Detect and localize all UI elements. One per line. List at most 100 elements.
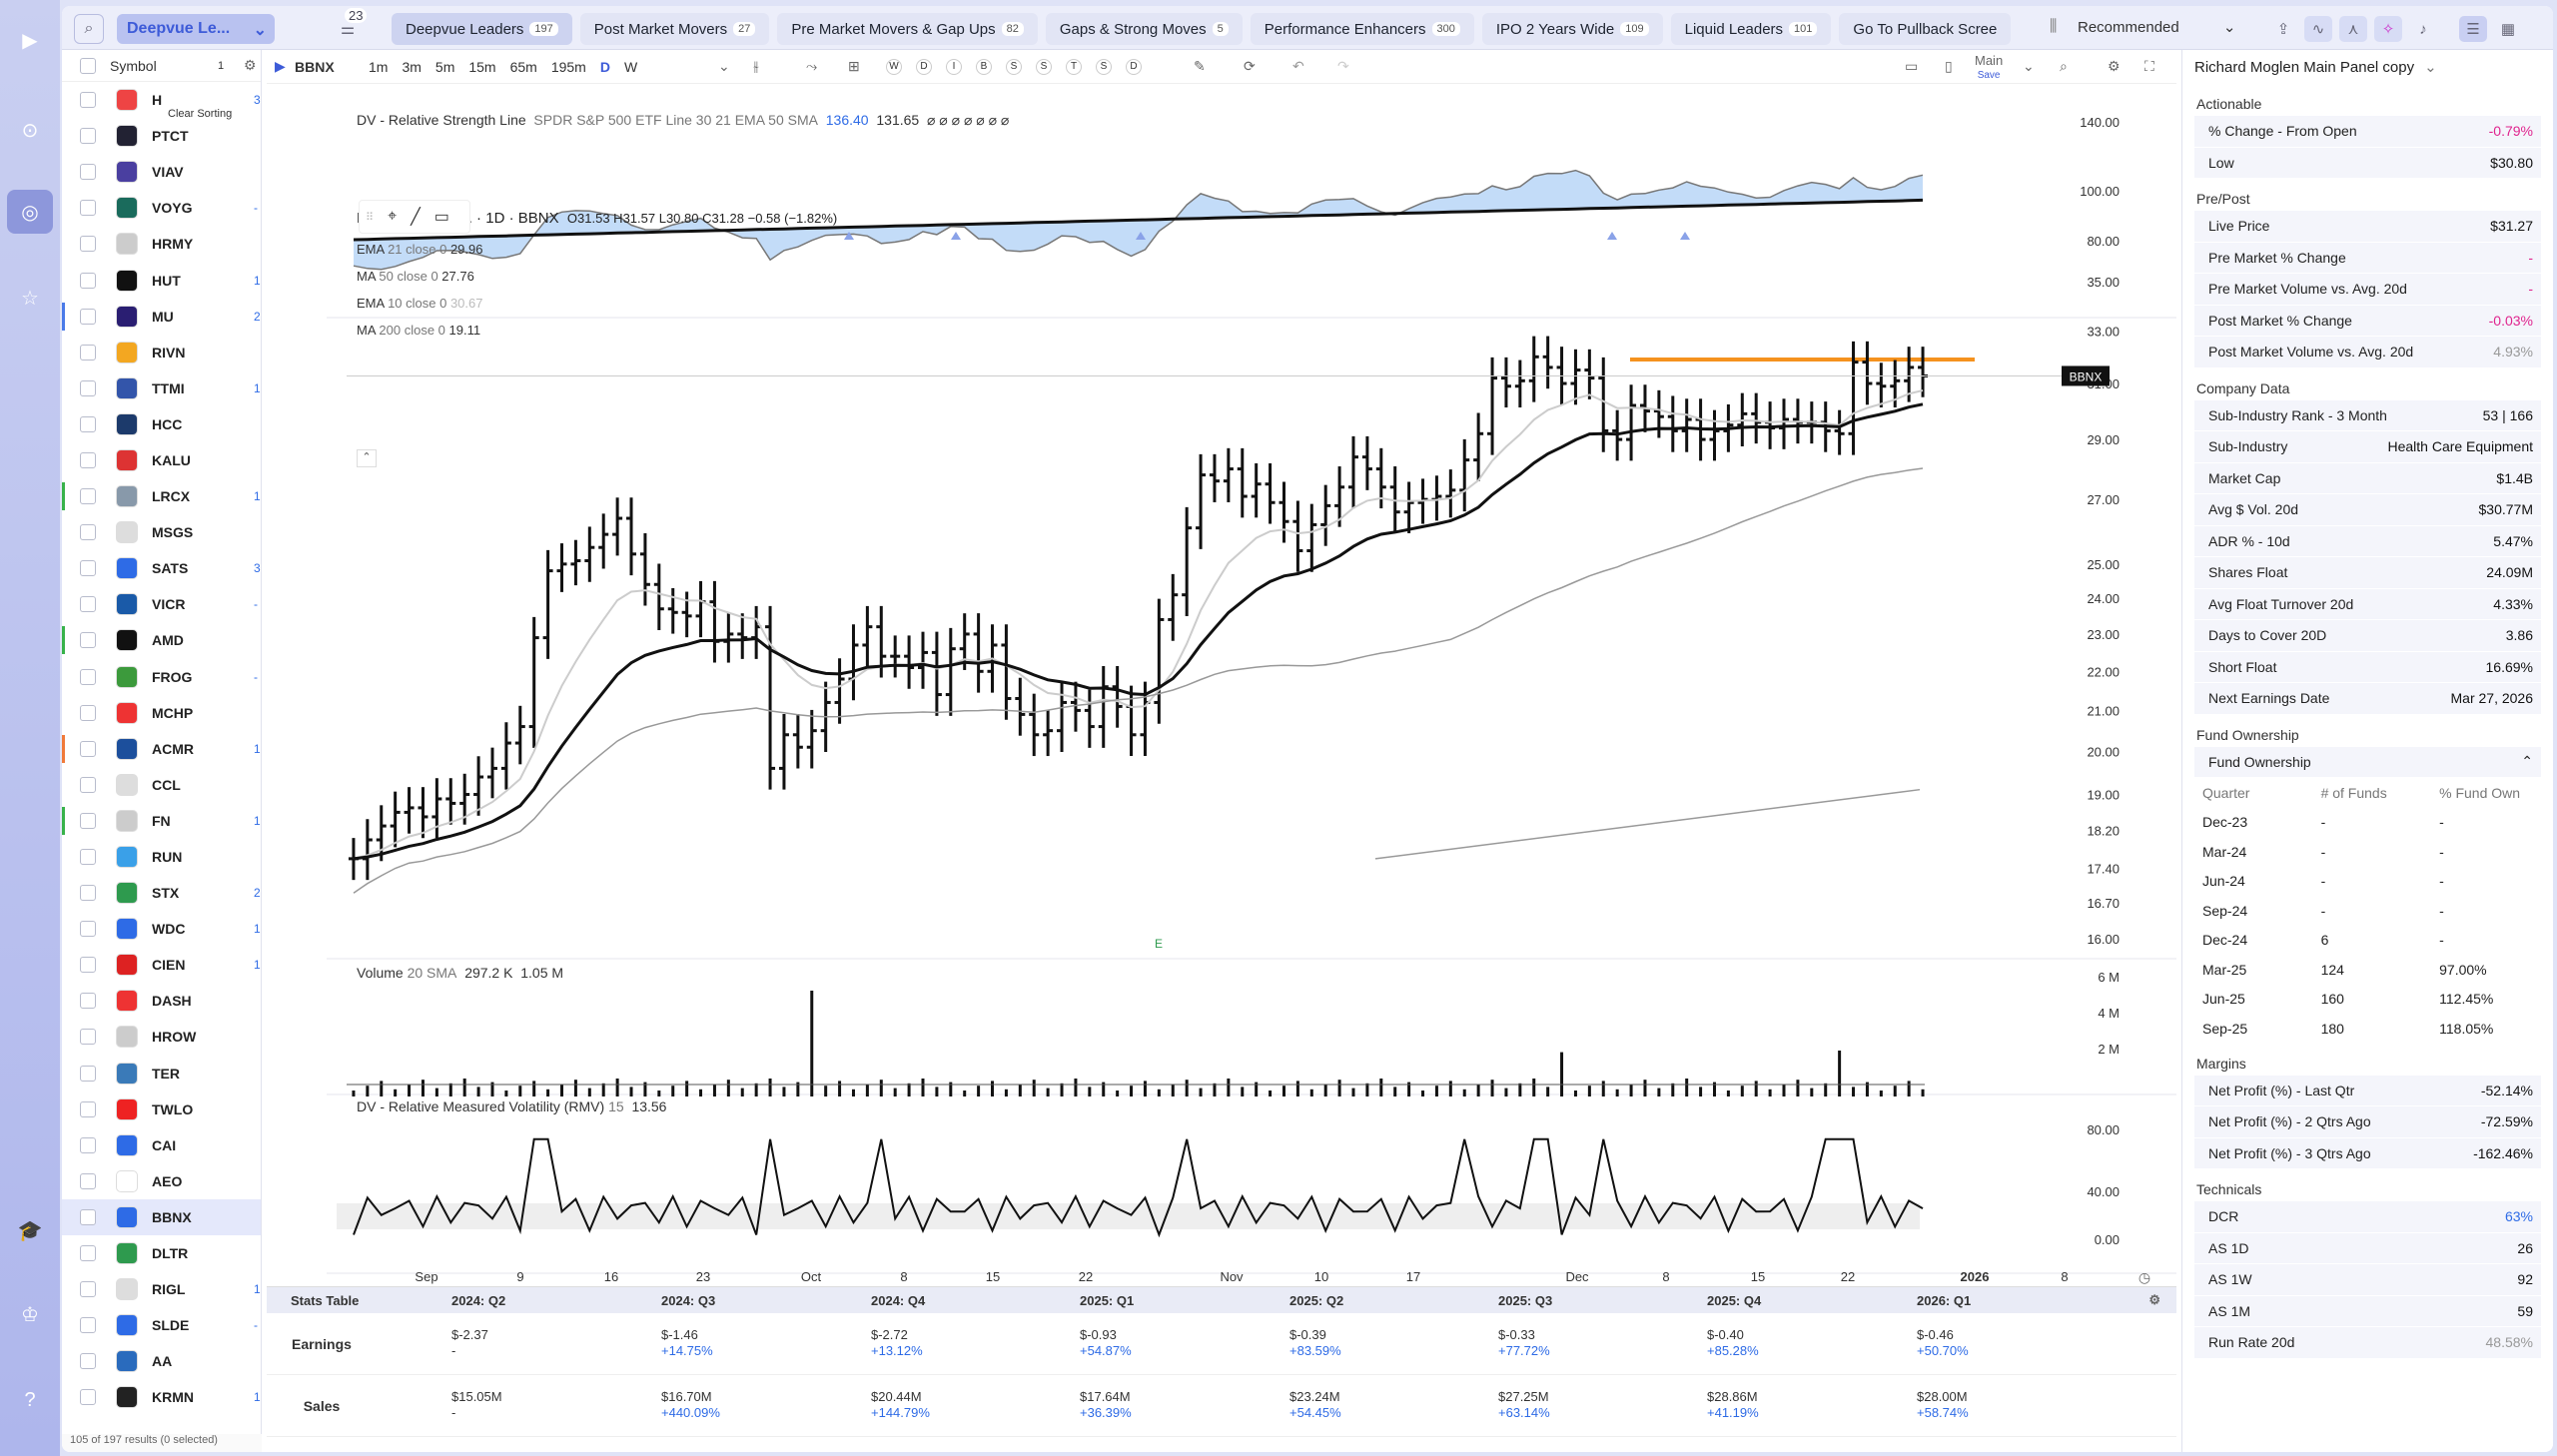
- row-checkbox[interactable]: [80, 1136, 96, 1153]
- metric-row[interactable]: Days to Cover 20D 3.86: [2194, 620, 2541, 652]
- symbol-row[interactable]: VIAV: [62, 154, 261, 190]
- symbol-row[interactable]: MCHP: [62, 695, 261, 731]
- study-ma-1[interactable]: MA 50 close 0 27.76: [357, 263, 483, 290]
- study-ema-2[interactable]: EMA 10 close 0 30.67: [357, 290, 483, 317]
- row-checkbox[interactable]: [80, 272, 96, 289]
- symbol-row[interactable]: KRMN 1: [62, 1379, 261, 1415]
- bar-style-icon[interactable]: ⫳: [753, 58, 759, 74]
- gear-icon[interactable]: ⚙: [2148, 1292, 2160, 1307]
- crosshair-icon[interactable]: ⌖: [388, 208, 398, 225]
- metric-row[interactable]: AS 1W 92: [2194, 1264, 2541, 1296]
- quick-w[interactable]: W: [886, 58, 902, 75]
- metric-row[interactable]: Avg $ Vol. 20d $30.77M: [2194, 494, 2541, 526]
- tab-deepvue-leaders[interactable]: Deepvue Leaders 197: [392, 13, 572, 45]
- symbol-row[interactable]: TER: [62, 1056, 261, 1092]
- refresh-icon[interactable]: ⟳: [1244, 58, 1256, 74]
- interval-15m[interactable]: 15m: [468, 58, 496, 75]
- symbol-row[interactable]: SATS 3: [62, 550, 261, 586]
- quick-s[interactable]: S: [1036, 58, 1052, 75]
- symbol-row[interactable]: SLDE -: [62, 1307, 261, 1343]
- chevron-down-icon[interactable]: ⌄: [718, 58, 730, 74]
- trendline-icon[interactable]: ╱: [411, 209, 421, 226]
- row-checkbox[interactable]: [80, 704, 96, 721]
- row-checkbox[interactable]: [80, 1172, 96, 1189]
- quick-s[interactable]: S: [1006, 58, 1022, 75]
- symbol-row[interactable]: CAI: [62, 1127, 261, 1163]
- row-checkbox[interactable]: [80, 921, 96, 938]
- tab-go-to-pullback-scree[interactable]: Go To Pullback Scree: [1839, 13, 2012, 45]
- templates-icon[interactable]: ⊞: [848, 58, 860, 74]
- row-checkbox[interactable]: [80, 344, 96, 361]
- layout-selector[interactable]: Main Save: [1975, 54, 2003, 82]
- share-icon[interactable]: ⇪: [2276, 21, 2290, 38]
- symbol-row[interactable]: WDC 1: [62, 911, 261, 947]
- tab-liquid-leaders[interactable]: Liquid Leaders 101: [1670, 13, 1832, 45]
- interval-65m[interactable]: 65m: [509, 58, 537, 75]
- symbol-row[interactable]: ACMR 1: [62, 731, 261, 767]
- row-checkbox[interactable]: [80, 812, 96, 829]
- folder-icon[interactable]: ▯: [1945, 58, 1953, 74]
- symbol-row[interactable]: AMD: [62, 622, 261, 658]
- row-checkbox[interactable]: [80, 1100, 96, 1117]
- play-logo-icon[interactable]: ▶: [22, 29, 38, 52]
- fullscreen-icon[interactable]: ⛶: [2144, 58, 2154, 74]
- grid-view-icon[interactable]: ▦: [2500, 21, 2516, 38]
- interval-1m[interactable]: 1m: [369, 58, 389, 75]
- row-checkbox[interactable]: [80, 849, 96, 866]
- metric-row[interactable]: Low $30.80: [2194, 147, 2541, 179]
- quick-s[interactable]: S: [1096, 58, 1112, 75]
- row-checkbox[interactable]: [80, 885, 96, 902]
- quick-b[interactable]: B: [976, 58, 992, 75]
- metric-row[interactable]: Market Cap $1.4B: [2194, 462, 2541, 494]
- row-checkbox[interactable]: [80, 1029, 96, 1046]
- metric-row[interactable]: AS 1M 59: [2194, 1295, 2541, 1327]
- symbol-row[interactable]: LRCX 1: [62, 478, 261, 514]
- collapse-legend-button[interactable]: ⌃: [357, 449, 377, 467]
- metric-row[interactable]: Pre Market % Change -: [2194, 242, 2541, 274]
- metric-row[interactable]: DCR 63%: [2194, 1201, 2541, 1233]
- columns-icon[interactable]: ⫼: [2050, 18, 2058, 35]
- row-checkbox[interactable]: [80, 451, 96, 468]
- row-checkbox[interactable]: [80, 308, 96, 325]
- metric-row[interactable]: Net Profit (%) - 3 Qtrs Ago -162.46%: [2194, 1137, 2541, 1169]
- row-checkbox[interactable]: [80, 1065, 96, 1082]
- symbol-row[interactable]: MSGS: [62, 514, 261, 550]
- symbol-column-header[interactable]: Symbol: [110, 57, 157, 74]
- search-button[interactable]: ⌕: [74, 14, 104, 44]
- gear-icon[interactable]: ⚙: [2108, 58, 2121, 74]
- metric-row[interactable]: Avg Float Turnover 20d 4.33%: [2194, 588, 2541, 620]
- sort-dropdown[interactable]: Recommended ⌄: [2078, 18, 2235, 36]
- interval-W[interactable]: W: [623, 58, 638, 75]
- row-checkbox[interactable]: [80, 1389, 96, 1406]
- clear-sorting-tooltip[interactable]: Clear Sorting: [168, 108, 233, 120]
- symbol-row[interactable]: CIEN 1: [62, 947, 261, 983]
- dashboard-icon[interactable]: ⊙: [21, 119, 39, 142]
- pencil-icon[interactable]: ✎: [1194, 58, 1206, 74]
- row-checkbox[interactable]: [80, 776, 96, 793]
- graduation-icon[interactable]: 🎓: [17, 1219, 43, 1242]
- symbol-row[interactable]: MU 2: [62, 299, 261, 335]
- interval-5m[interactable]: 5m: [434, 58, 455, 75]
- list-view-icon[interactable]: ☰: [2459, 16, 2487, 42]
- symbol-row[interactable]: VOYG -: [62, 190, 261, 226]
- symbol-row[interactable]: AEO: [62, 1163, 261, 1199]
- metric-row[interactable]: Pre Market Volume vs. Avg. 20d -: [2194, 274, 2541, 306]
- study-ema-0[interactable]: EMA 21 close 0 29.96: [357, 236, 483, 263]
- metric-row[interactable]: Shares Float 24.09M: [2194, 557, 2541, 589]
- radar-icon[interactable]: ◎: [7, 190, 53, 234]
- quick-i[interactable]: I: [946, 58, 962, 75]
- quick-t[interactable]: T: [1066, 58, 1082, 75]
- user-crown-icon[interactable]: ♔: [21, 1303, 39, 1326]
- panel-selector[interactable]: Richard Moglen Main Panel copy ⌄: [2182, 50, 2553, 84]
- play-icon[interactable]: ▶: [275, 58, 286, 74]
- row-checkbox[interactable]: [80, 236, 96, 253]
- redo-icon[interactable]: ↷: [1337, 58, 1349, 74]
- quick-d[interactable]: D: [1126, 58, 1142, 75]
- row-checkbox[interactable]: [80, 92, 96, 109]
- metric-row[interactable]: Net Profit (%) - Last Qtr -52.14%: [2194, 1075, 2541, 1106]
- metric-row[interactable]: Net Profit (%) - 2 Qtrs Ago -72.59%: [2194, 1106, 2541, 1138]
- symbol-row[interactable]: STX 2: [62, 875, 261, 911]
- row-checkbox[interactable]: [80, 379, 96, 396]
- symbol-row[interactable]: KALU: [62, 442, 261, 478]
